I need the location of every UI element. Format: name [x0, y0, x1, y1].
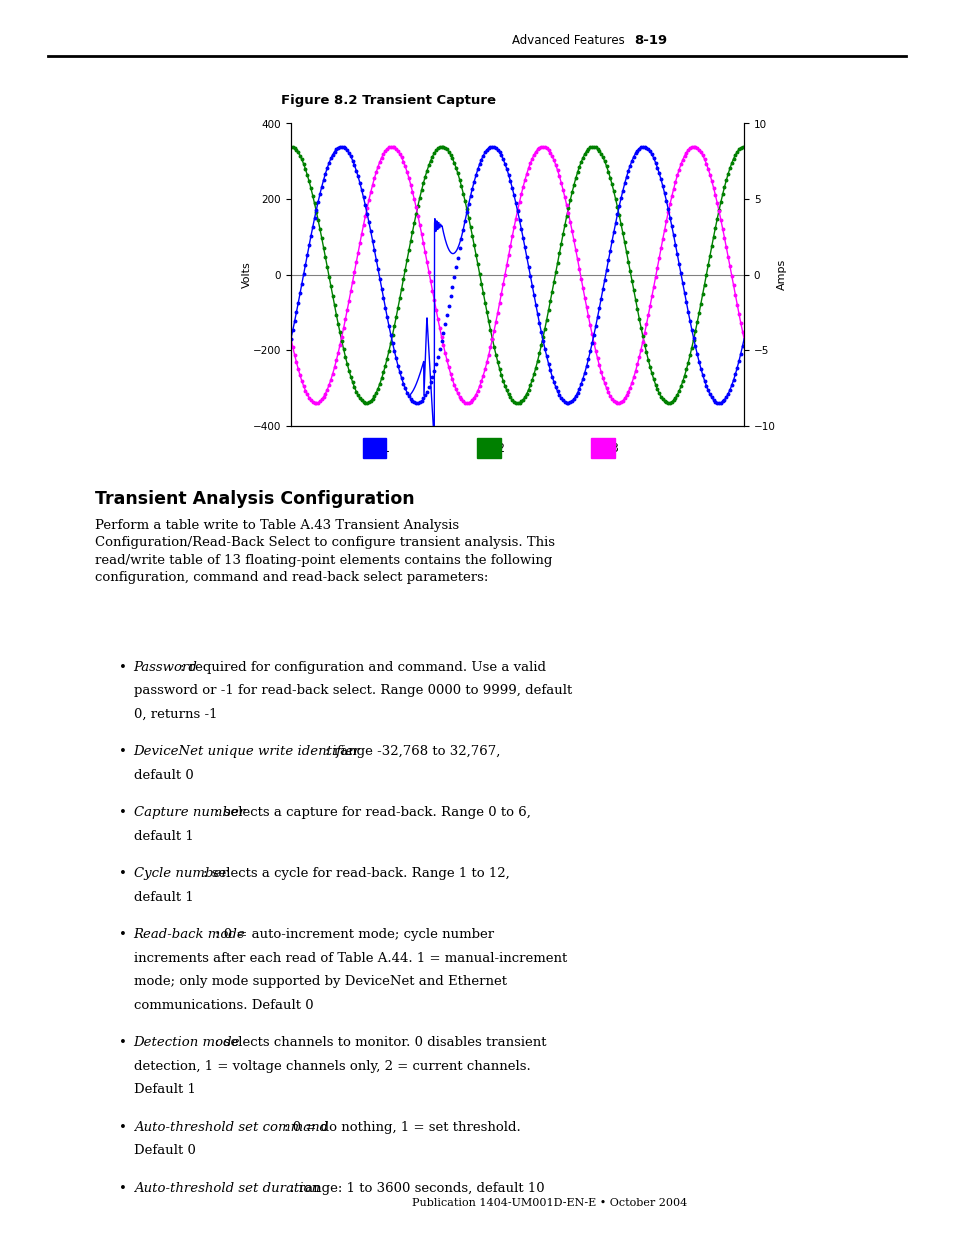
- Text: •: •: [119, 929, 127, 941]
- Text: •: •: [119, 1036, 127, 1050]
- Text: : range: 1 to 3600 seconds, default 10: : range: 1 to 3600 seconds, default 10: [290, 1182, 544, 1194]
- Text: Default 0: Default 0: [133, 1144, 195, 1157]
- Text: Capture number: Capture number: [133, 806, 245, 819]
- Text: increments after each read of Table A.44. 1 = manual-increment: increments after each read of Table A.44…: [133, 952, 566, 965]
- Text: Figure 8.2 Transient Capture: Figure 8.2 Transient Capture: [281, 94, 496, 107]
- Text: : selects channels to monitor. 0 disables transient: : selects channels to monitor. 0 disable…: [214, 1036, 546, 1050]
- Text: Perform a table write to Table A.43 Transient Analysis
Configuration/Read-Back S: Perform a table write to Table A.43 Tran…: [95, 519, 555, 584]
- Text: 0, returns -1: 0, returns -1: [133, 708, 217, 721]
- Text: 8-19: 8-19: [634, 35, 667, 47]
- Text: Auto-threshold set duration: Auto-threshold set duration: [133, 1182, 319, 1194]
- Text: DeviceNet unique write identifier: DeviceNet unique write identifier: [133, 745, 360, 758]
- Text: : range -32,768 to 32,767,: : range -32,768 to 32,767,: [325, 745, 499, 758]
- Text: detection, 1 = voltage channels only, 2 = current channels.: detection, 1 = voltage channels only, 2 …: [133, 1060, 530, 1073]
- Text: Advanced Features: Advanced Features: [512, 35, 624, 47]
- Text: Read-back mode: Read-back mode: [133, 929, 245, 941]
- Text: V3: V3: [596, 442, 618, 454]
- Text: password or -1 for read-back select. Range 0000 to 9999, default: password or -1 for read-back select. Ran…: [133, 684, 571, 698]
- Text: Default 1: Default 1: [133, 1083, 195, 1097]
- Text: communications. Default 0: communications. Default 0: [133, 999, 313, 1011]
- Text: •: •: [119, 867, 127, 881]
- Text: Cycle number: Cycle number: [133, 867, 227, 881]
- Text: default 0: default 0: [133, 768, 193, 782]
- Text: Detection mode: Detection mode: [133, 1036, 240, 1050]
- Text: Password: Password: [133, 661, 197, 674]
- Text: Auto-threshold set command: Auto-threshold set command: [133, 1120, 327, 1134]
- Text: default 1: default 1: [133, 830, 193, 842]
- Text: : 0 = auto-increment mode; cycle number: : 0 = auto-increment mode; cycle number: [214, 929, 494, 941]
- Text: mode; only mode supported by DeviceNet and Ethernet: mode; only mode supported by DeviceNet a…: [133, 976, 506, 988]
- Text: •: •: [119, 745, 127, 758]
- Text: : selects a cycle for read-back. Range 1 to 12,: : selects a cycle for read-back. Range 1…: [203, 867, 509, 881]
- Text: •: •: [119, 1120, 127, 1134]
- Text: Publication 1404-UM001D-EN-E • October 2004: Publication 1404-UM001D-EN-E • October 2…: [411, 1198, 686, 1208]
- Text: •: •: [119, 661, 127, 674]
- Text: : selects a capture for read-back. Range 0 to 6,: : selects a capture for read-back. Range…: [214, 806, 530, 819]
- Text: Transient Analysis Configuration: Transient Analysis Configuration: [95, 490, 415, 509]
- Text: •: •: [119, 1182, 127, 1194]
- Text: : required for configuration and command. Use a valid: : required for configuration and command…: [180, 661, 545, 674]
- Text: V2: V2: [481, 442, 504, 454]
- Text: default 1: default 1: [133, 890, 193, 904]
- Text: •: •: [119, 806, 127, 819]
- Y-axis label: Amps: Amps: [777, 259, 786, 290]
- Y-axis label: Volts: Volts: [241, 262, 252, 288]
- Text: V1: V1: [367, 442, 390, 454]
- Text: : 0 = do nothing, 1 = set threshold.: : 0 = do nothing, 1 = set threshold.: [284, 1120, 520, 1134]
